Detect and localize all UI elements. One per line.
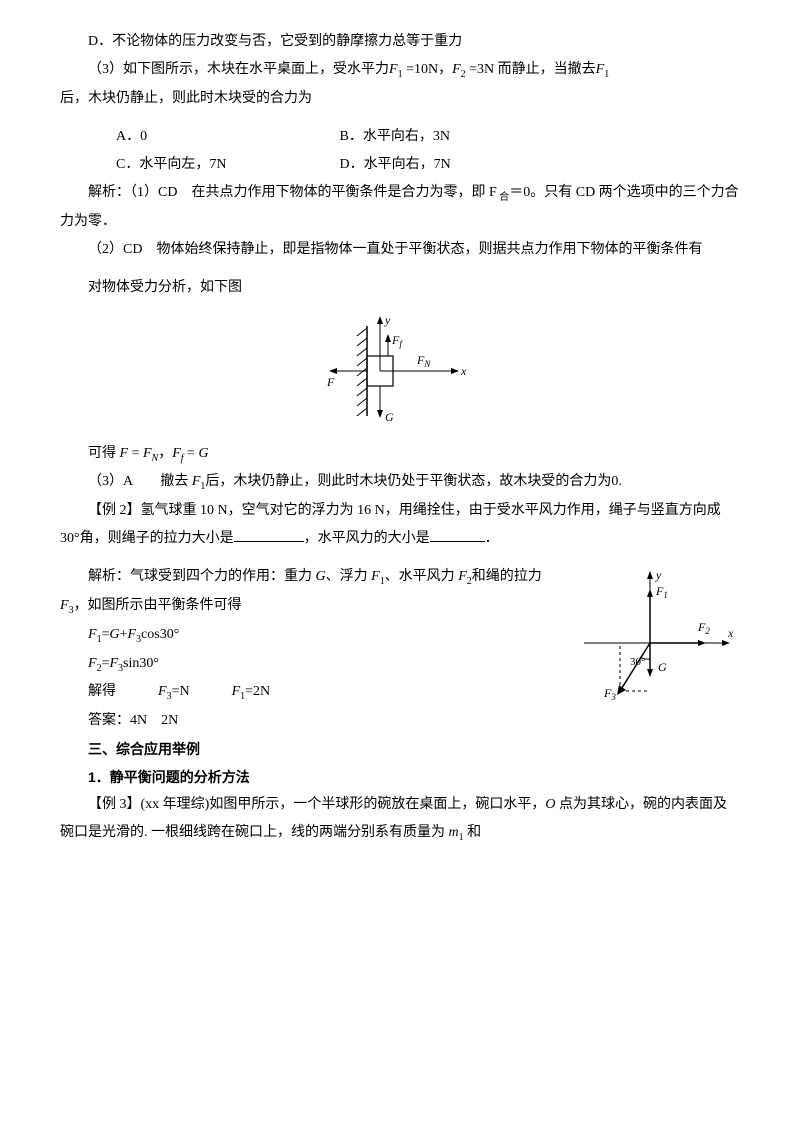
- ex2-solve-F3eq: =N: [172, 684, 190, 699]
- diagram-1-wrap: y Ff x FN F G: [60, 306, 740, 436]
- ex2-G: G: [316, 569, 326, 584]
- q3-stem-b: =10N，: [403, 62, 453, 77]
- analysis-p2: （2）CD 物体始终保持静止，即是指物体一直处于平衡状态，则据共点力作用下物体的…: [60, 236, 740, 264]
- ex2-solve-label: 解得: [88, 684, 116, 699]
- q3-optD: D．水平向右，7N: [312, 151, 451, 179]
- section-3-sub1: 1．静平衡问题的分析方法: [60, 763, 740, 791]
- gap: [60, 113, 740, 123]
- analysis-p5b: 后，木块仍静止，则此时木块仍处于平衡状态，故木块受的合力为0.: [205, 474, 622, 489]
- force-diagram-1: y Ff x FN F G: [315, 306, 485, 436]
- blank-1: [234, 527, 304, 542]
- analysis-p1a: 解析：（1）CD 在共点力作用下物体的平衡条件是合力为零，即 F: [88, 185, 497, 200]
- ex2-stem-c: ．: [485, 531, 499, 546]
- q3-F1b-sub: 1: [604, 69, 609, 80]
- analysis-FN: F: [143, 446, 152, 461]
- svg-text:y: y: [384, 313, 391, 327]
- ex2-F3: F: [60, 598, 69, 613]
- svg-text:G: G: [385, 410, 394, 424]
- svg-text:30°: 30°: [630, 656, 645, 668]
- analysis-p4a: 可得: [88, 446, 120, 461]
- ex2-eq2d: sin30°: [123, 656, 159, 671]
- q3-stem-line2: 后，木块仍静止，则此时木块受的合力为: [60, 85, 740, 113]
- ex2-eq1c: G: [109, 627, 119, 642]
- force-diagram-2: y x F1 F2 G F3: [570, 563, 740, 713]
- ex2-solve-F3: F: [158, 684, 167, 699]
- ex2-eq1a: F: [88, 627, 97, 642]
- svg-text:FN: FN: [416, 353, 431, 369]
- ex2-ana-c: 、水平风力: [385, 569, 459, 584]
- ex2-ana-e: ，如图所示由平衡条件可得: [74, 598, 242, 613]
- q3-F1b: F: [596, 62, 605, 77]
- diagram-2-wrap: y x F1 F2 G F3: [570, 563, 740, 724]
- ex2-ana-a: 解析：气球受到四个力的作用：重力: [88, 569, 316, 584]
- ex2-F1: F: [371, 569, 380, 584]
- analysis-p4: 可得 F = FN，Ff = G: [60, 440, 740, 469]
- svg-text:F: F: [326, 375, 335, 389]
- svg-text:Ff: Ff: [391, 333, 403, 349]
- ex2-solve-F1: F: [232, 684, 241, 699]
- ex2-eq2c: F: [109, 656, 118, 671]
- svg-text:x: x: [727, 626, 734, 640]
- q3-F1: F: [389, 62, 398, 77]
- svg-text:F3: F3: [603, 686, 616, 702]
- svg-text:F2: F2: [697, 620, 710, 636]
- ex2-eq2a: F: [88, 656, 97, 671]
- analysis-p5a: （3）A 撤去: [88, 474, 192, 489]
- ex3-c: 和: [464, 825, 482, 840]
- analysis-F: F: [120, 446, 129, 461]
- q3-options-row2: C．水平向左，7N D．水平向右，7N: [60, 151, 740, 179]
- ex2-F2: F: [458, 569, 467, 584]
- q3-stem-a: （3）如下图所示，木块在水平桌面上，受水平力: [88, 62, 389, 77]
- svg-text:F1: F1: [655, 584, 668, 600]
- ex2-eq1f: cos30°: [141, 627, 179, 642]
- q3-options-row1: A．0 B．水平向右，3N: [60, 123, 740, 151]
- analysis-p3: 对物体受力分析，如下图: [60, 274, 740, 302]
- analysis-p5: （3）A 撤去 F1后，木块仍静止，则此时木块仍处于平衡状态，故木块受的合力为0…: [60, 468, 740, 497]
- ex3-O: O: [545, 797, 555, 812]
- svg-text:G: G: [658, 660, 667, 674]
- analysis-p4b: =: [128, 446, 143, 461]
- q3-stem-c: =3N 而静止，当撤去: [466, 62, 596, 77]
- q3-stem: （3）如下图所示，木块在水平桌面上，受水平力F1 =10N，F2 =3N 而静止…: [60, 56, 740, 85]
- ex2-stem: 【例 2】氢气球重 10 N，空气对它的浮力为 16 N，用绳拴住，由于受水平风…: [60, 497, 740, 553]
- analysis-p1: 解析：（1）CD 在共点力作用下物体的平衡条件是合力为零，即 F 合＝0。只有 …: [60, 179, 740, 236]
- svg-text:x: x: [460, 364, 467, 378]
- ex2-ana-d: 和绳的拉力: [472, 569, 542, 584]
- ex3-a: 【例 3】(xx 年理综)如图甲所示，一个半球形的碗放在桌面上，碗口水平，: [88, 797, 545, 812]
- blank-2: [430, 527, 485, 542]
- gap2: [60, 264, 740, 274]
- ex2-solve-F1eq: =2N: [245, 684, 270, 699]
- analysis-p4d: =: [184, 446, 199, 461]
- ex2-eq1d: +: [120, 627, 128, 642]
- q3-optB: B．水平向右，3N: [312, 123, 450, 151]
- analysis-G: G: [198, 446, 208, 461]
- page: D．不论物体的压力改变与否，它受到的静摩擦力总等于重力 （3）如下图所示，木块在…: [0, 0, 800, 1132]
- ex3-stem: 【例 3】(xx 年理综)如图甲所示，一个半球形的碗放在桌面上，碗口水平，O 点…: [60, 791, 740, 848]
- ex2-stem-b: ，水平风力的大小是: [304, 531, 430, 546]
- q3-optA: A．0: [88, 123, 308, 151]
- analysis-p1-sub: 合: [497, 192, 510, 203]
- option-d: D．不论物体的压力改变与否，它受到的静摩擦力总等于重力: [60, 28, 740, 56]
- ex2-ana-b: 、浮力: [326, 569, 372, 584]
- gap3: [60, 553, 740, 563]
- q3-F2: F: [452, 62, 461, 77]
- section-3-heading: 三、综合应用举例: [60, 735, 740, 763]
- q3-optC: C．水平向左，7N: [88, 151, 308, 179]
- ex2-analysis-block: y x F1 F2 G F3: [60, 563, 740, 735]
- ex2-eq1e: F: [128, 627, 137, 642]
- analysis-Ff: F: [172, 446, 181, 461]
- ex3-m1: m: [449, 825, 459, 840]
- svg-text:y: y: [655, 568, 662, 582]
- analysis-p4c: ，: [158, 446, 172, 461]
